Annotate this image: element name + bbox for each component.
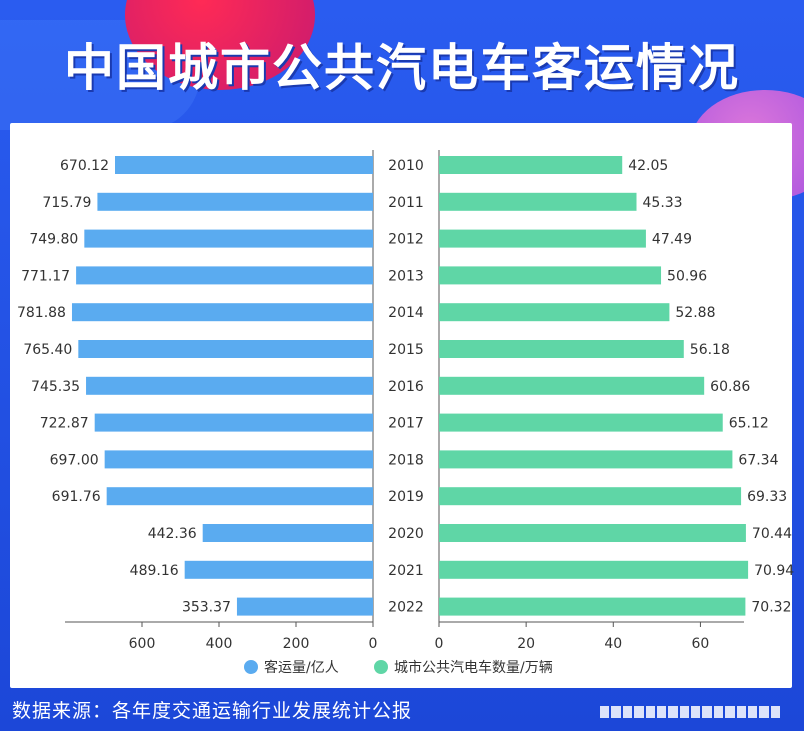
left-bar-label-2018: 697.00 — [50, 452, 99, 468]
category-label-2019: 2019 — [388, 489, 424, 505]
left-bar-label-2020: 442.36 — [148, 526, 197, 542]
category-label-2021: 2021 — [388, 563, 424, 579]
source-footer: 数据来源：各年度交通运输行业发展统计公报 — [12, 700, 413, 722]
right-tick-label-40: 40 — [604, 636, 622, 652]
legend-marker-vehicles — [374, 660, 388, 674]
left-bar-label-2012: 749.80 — [29, 232, 78, 248]
left-bar-label-2019: 691.76 — [52, 489, 101, 505]
category-label-2022: 2022 — [388, 600, 424, 616]
left-bar-label-2014: 781.88 — [17, 305, 66, 321]
right-bar-label-2012: 47.49 — [652, 232, 692, 248]
category-label-2016: 2016 — [388, 379, 424, 395]
right-bar-label-2010: 42.05 — [628, 158, 668, 174]
left-tick-label-400: 400 — [206, 636, 233, 652]
right-tick-label-20: 20 — [517, 636, 535, 652]
category-label-2018: 2018 — [388, 452, 424, 468]
right-bar-label-2016: 60.86 — [710, 379, 750, 395]
right-bar-label-2013: 50.96 — [667, 268, 707, 284]
right-bar-label-2011: 45.33 — [643, 195, 683, 211]
left-bar-2019 — [106, 487, 374, 506]
left-tick-label-200: 200 — [283, 636, 310, 652]
left-bar-2014 — [71, 303, 373, 322]
legend-label-passengers: 客运量/亿人 — [264, 659, 339, 676]
right-bar-label-2022: 70.32 — [751, 600, 791, 616]
left-bar-label-2017: 722.87 — [40, 416, 89, 432]
page-title: 中国城市公共汽电车客运情况 — [64, 39, 740, 97]
category-label-2015: 2015 — [388, 342, 424, 358]
right-bar-label-2014: 52.88 — [675, 305, 715, 321]
left-bar-2013 — [76, 266, 373, 285]
left-bar-label-2015: 765.40 — [23, 342, 72, 358]
left-bar-2012 — [84, 229, 374, 248]
right-bar-label-2017: 65.12 — [729, 416, 769, 432]
category-label-2011: 2011 — [388, 195, 424, 211]
left-bar-label-2010: 670.12 — [60, 158, 109, 174]
right-bar-label-2021: 70.94 — [754, 563, 794, 579]
right-bar-2010 — [439, 156, 623, 174]
left-bar-label-2013: 771.17 — [21, 268, 70, 284]
legend-marker-passengers — [244, 660, 258, 674]
right-bar-2022 — [439, 597, 746, 616]
right-bar-2020 — [439, 524, 746, 542]
left-tick-label-600: 600 — [129, 636, 156, 652]
left-bar-label-2021: 489.16 — [130, 563, 179, 579]
left-bar-label-2016: 745.35 — [31, 379, 80, 395]
left-bar-2011 — [97, 192, 374, 211]
right-bar-label-2018: 67.34 — [738, 452, 778, 468]
left-tick-label-0: 0 — [369, 636, 378, 652]
right-bar-2011 — [439, 192, 637, 211]
right-bar-2019 — [439, 487, 742, 506]
left-bar-2010 — [115, 156, 374, 174]
left-bar-label-2022: 353.37 — [182, 600, 231, 616]
right-bar-2016 — [439, 376, 705, 395]
left-bar-2016 — [86, 376, 373, 395]
left-bar-label-2011: 715.79 — [42, 195, 91, 211]
chart-panel — [10, 123, 792, 688]
footer-decoration — [600, 706, 780, 718]
category-label-2013: 2013 — [388, 268, 424, 284]
right-bar-2012 — [439, 229, 646, 248]
category-label-2014: 2014 — [388, 305, 424, 321]
left-bar-2020 — [202, 524, 373, 542]
left-bar-2021 — [184, 560, 373, 579]
category-label-2010: 2010 — [388, 158, 424, 174]
legend-label-vehicles: 城市公共汽电车数量/万辆 — [394, 659, 553, 676]
right-tick-label-60: 60 — [692, 636, 710, 652]
left-bar-2018 — [104, 450, 373, 469]
right-tick-label-0: 0 — [435, 636, 444, 652]
left-bar-2017 — [94, 413, 373, 432]
right-bar-2018 — [439, 450, 733, 469]
right-bar-label-2019: 69.33 — [747, 489, 787, 505]
right-bar-2021 — [439, 560, 749, 579]
right-bar-label-2020: 70.44 — [752, 526, 792, 542]
right-bar-2017 — [439, 413, 723, 432]
right-bar-2014 — [439, 303, 670, 322]
left-bar-2015 — [78, 340, 374, 358]
right-bar-2013 — [439, 266, 662, 285]
category-label-2012: 2012 — [388, 232, 424, 248]
category-label-2020: 2020 — [388, 526, 424, 542]
right-bar-label-2015: 56.18 — [690, 342, 730, 358]
category-label-2017: 2017 — [388, 416, 424, 432]
left-bar-2022 — [236, 597, 373, 616]
right-bar-2015 — [439, 340, 684, 358]
